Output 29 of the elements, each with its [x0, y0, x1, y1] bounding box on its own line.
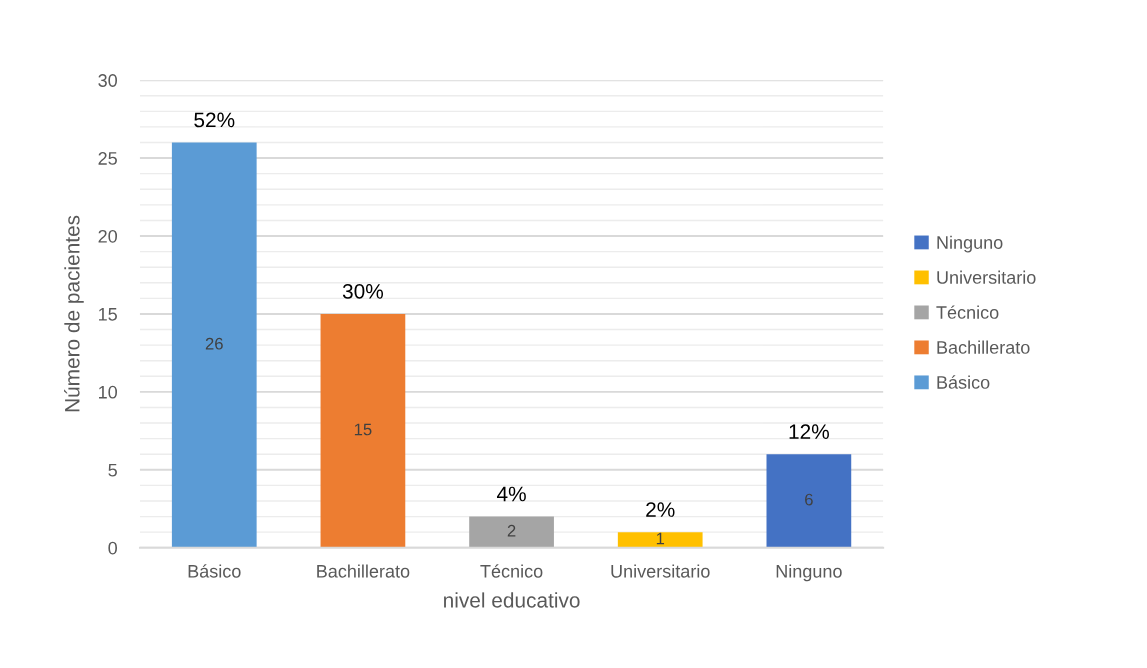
legend-label: Bachillerato [937, 340, 1030, 354]
data-label: 6 [805, 493, 813, 506]
x-axis-title: nivel educativo [444, 592, 580, 608]
data-label: 1 [656, 532, 665, 545]
x-tick-label: Universitario [611, 564, 710, 578]
y-tick-label: 10 [99, 385, 118, 399]
x-tick-label: Ninguno [776, 564, 842, 582]
annotation: 4% [496, 486, 526, 502]
legend-label: Ninguno [937, 235, 1003, 253]
y-axis-title: Número de pacientes [64, 215, 84, 412]
annotation: 12% [789, 424, 829, 439]
data-label: 2 [507, 524, 516, 537]
annotation: 52% [194, 112, 235, 128]
y-tick-label: 20 [98, 229, 118, 243]
legend-label: Universitario [937, 270, 1036, 284]
y-tick-label: 30 [98, 74, 118, 87]
x-tick-label: Bachillerato [317, 564, 410, 578]
data-label: 26 [205, 337, 223, 350]
y-tick-label: 0 [108, 541, 118, 555]
annotation: 30% [342, 283, 384, 299]
data-label: 15 [354, 423, 372, 436]
x-tick-label: Técnico [480, 564, 543, 578]
y-tick-label: 5 [108, 463, 117, 477]
x-tick-label: Básico [188, 564, 241, 578]
y-tick-label: 15 [99, 308, 117, 321]
legend-label: Técnico [936, 305, 999, 319]
legend-label: Básico [937, 375, 990, 389]
annotation: 2% [646, 502, 675, 517]
y-tick-label: 25 [98, 152, 117, 165]
